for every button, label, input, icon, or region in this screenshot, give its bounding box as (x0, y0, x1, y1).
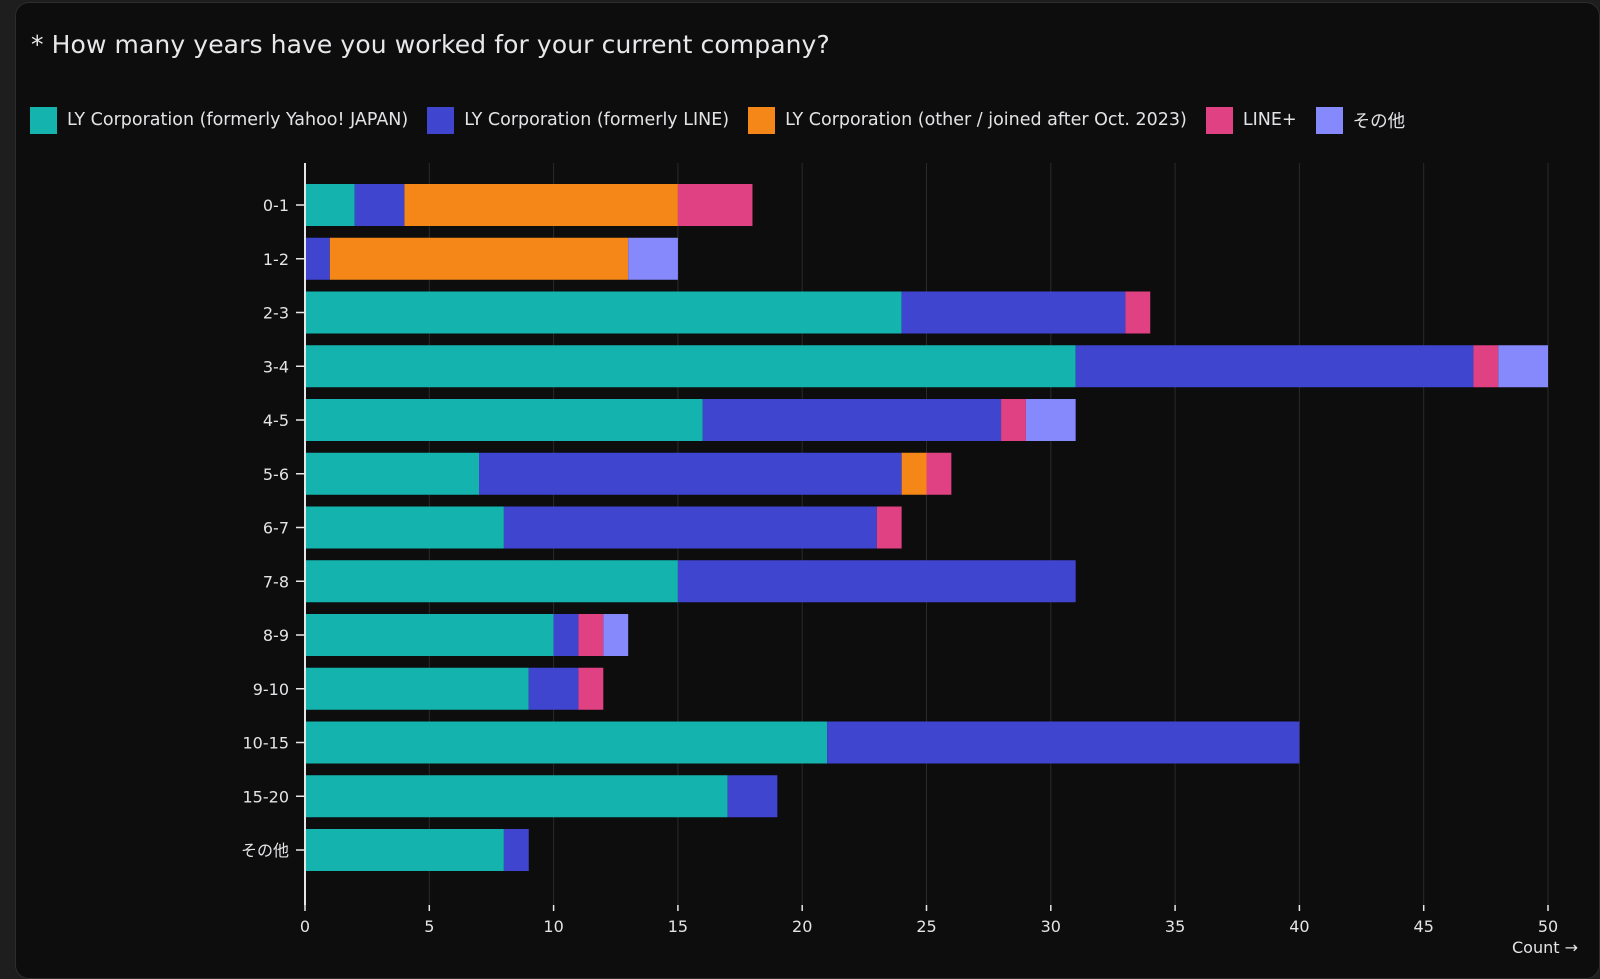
y-tick-label: 9-10 (253, 680, 289, 699)
x-tick-label: 25 (916, 917, 936, 936)
x-axis-label: Count → (1512, 938, 1578, 957)
bar-6-7-series-4[interactable] (876, 506, 902, 549)
legend-label: LY Corporation (formerly Yahoo! JAPAN) (67, 110, 409, 130)
bar-15-20-series-1[interactable] (305, 775, 728, 818)
x-tick-label: 20 (792, 917, 812, 936)
bar-5-6-series-3[interactable] (901, 452, 927, 495)
bar-8-9-series-1[interactable] (305, 614, 554, 656)
bar-4-5-series-4[interactable] (1001, 399, 1026, 441)
bar-2-3-series-4[interactable] (1125, 291, 1151, 334)
bar-0-1-series-4[interactable] (677, 184, 753, 226)
bar-9-10-series-4[interactable] (578, 667, 604, 710)
y-tick-label: 8-9 (263, 626, 289, 645)
bar-0-1-series-1[interactable] (305, 184, 355, 226)
bar-other-series-2[interactable] (503, 829, 529, 871)
x-tick-label: 30 (1041, 917, 1061, 936)
bar-2-3-series-2[interactable] (901, 291, 1126, 334)
x-tick-label: 10 (543, 917, 563, 936)
bar-5-6-series-1[interactable] (305, 452, 480, 495)
legend-swatch (748, 106, 776, 134)
bar-5-6-series-2[interactable] (479, 452, 902, 495)
y-tick-label: 4-5 (263, 411, 289, 430)
bar-0-1-series-3[interactable] (404, 184, 678, 226)
bar-15-20-series-2[interactable] (727, 775, 778, 818)
bar-9-10-series-2[interactable] (528, 667, 579, 710)
legend-label: LY Corporation (formerly LINE) (464, 110, 730, 130)
y-tick-label: 2-3 (263, 304, 289, 323)
bar-8-9-series-4[interactable] (578, 614, 604, 656)
bar-7-8-series-2[interactable] (677, 560, 1076, 603)
bar-3-4-series-1[interactable] (305, 345, 1076, 388)
bar-3-4-series-4[interactable] (1473, 345, 1499, 388)
legend-label: その他 (1352, 111, 1406, 132)
bar-4-5-series-2[interactable] (702, 399, 1002, 441)
x-tick-label: 5 (424, 917, 434, 936)
bar-other-series-1[interactable] (305, 829, 504, 871)
y-tick-label: 15-20 (243, 787, 290, 806)
y-tick-label: 0-1 (263, 196, 289, 215)
legend-item-5[interactable]: その他 (1315, 106, 1406, 134)
chart-legend: LY Corporation (formerly Yahoo! JAPAN) LY… (30, 105, 1424, 135)
legend-label: LY Corporation (other / joined after Oct… (785, 110, 1187, 130)
bars (305, 184, 1548, 871)
bar-0-1-series-2[interactable] (354, 184, 405, 226)
legend-item-3[interactable]: LY Corporation (other / joined after Oct… (748, 106, 1187, 134)
bar-3-4-series-5[interactable] (1498, 345, 1548, 388)
chart-title: * How many years have you worked for you… (31, 30, 830, 59)
x-tick-label: 0 (300, 917, 310, 936)
y-tick-label: 7-8 (263, 572, 289, 591)
bar-8-9-series-2[interactable] (553, 614, 579, 656)
y-tick-label: 1-2 (263, 250, 289, 269)
x-tick-label: 50 (1538, 917, 1558, 936)
bar-2-3-series-1[interactable] (305, 291, 902, 334)
bar-4-5-series-1[interactable] (305, 399, 703, 441)
bar-10-15-series-1[interactable] (305, 721, 828, 764)
y-tick-label: 6-7 (263, 519, 289, 538)
legend-item-4[interactable]: LINE+ (1205, 106, 1297, 134)
x-tick-label: 45 (1414, 917, 1434, 936)
axes: 0 5 10 15 20 25 30 35 40 45 50 0-1 1-2 2-3 3-4 4-5 5-6 6-… (241, 163, 1578, 957)
legend-label: LINE+ (1242, 110, 1297, 130)
legend-swatch (30, 106, 57, 134)
bar-9-10-series-1[interactable] (305, 667, 529, 710)
bar-7-8-series-1[interactable] (305, 560, 678, 603)
bar-1-2-series-2[interactable] (305, 237, 330, 280)
x-tick-label: 35 (1165, 917, 1185, 936)
y-tick-label: 10-15 (243, 734, 290, 753)
y-tick-label: 5-6 (263, 465, 289, 484)
bar-3-4-series-2[interactable] (1075, 345, 1474, 388)
legend-item-2[interactable]: LY Corporation (formerly LINE) (427, 106, 730, 134)
bar-5-6-series-4[interactable] (926, 452, 952, 495)
bar-1-2-series-5[interactable] (628, 237, 678, 280)
bar-4-5-series-5[interactable] (1025, 399, 1076, 441)
legend-swatch (1205, 106, 1233, 134)
bar-8-9-series-5[interactable] (603, 614, 629, 656)
legend-item-1[interactable]: LY Corporation (formerly Yahoo! JAPAN) (30, 106, 409, 134)
bar-6-7-series-1[interactable] (305, 506, 504, 549)
bar-10-15-series-2[interactable] (827, 721, 1300, 764)
x-tick-label: 40 (1289, 917, 1309, 936)
bar-1-2-series-3[interactable] (329, 237, 629, 280)
y-tick-label: その他 (241, 841, 289, 860)
y-tick-label: 3-4 (263, 357, 289, 376)
legend-swatch (1315, 106, 1343, 134)
x-tick-label: 15 (668, 917, 688, 936)
legend-swatch (427, 106, 455, 134)
bar-6-7-series-2[interactable] (503, 506, 877, 549)
